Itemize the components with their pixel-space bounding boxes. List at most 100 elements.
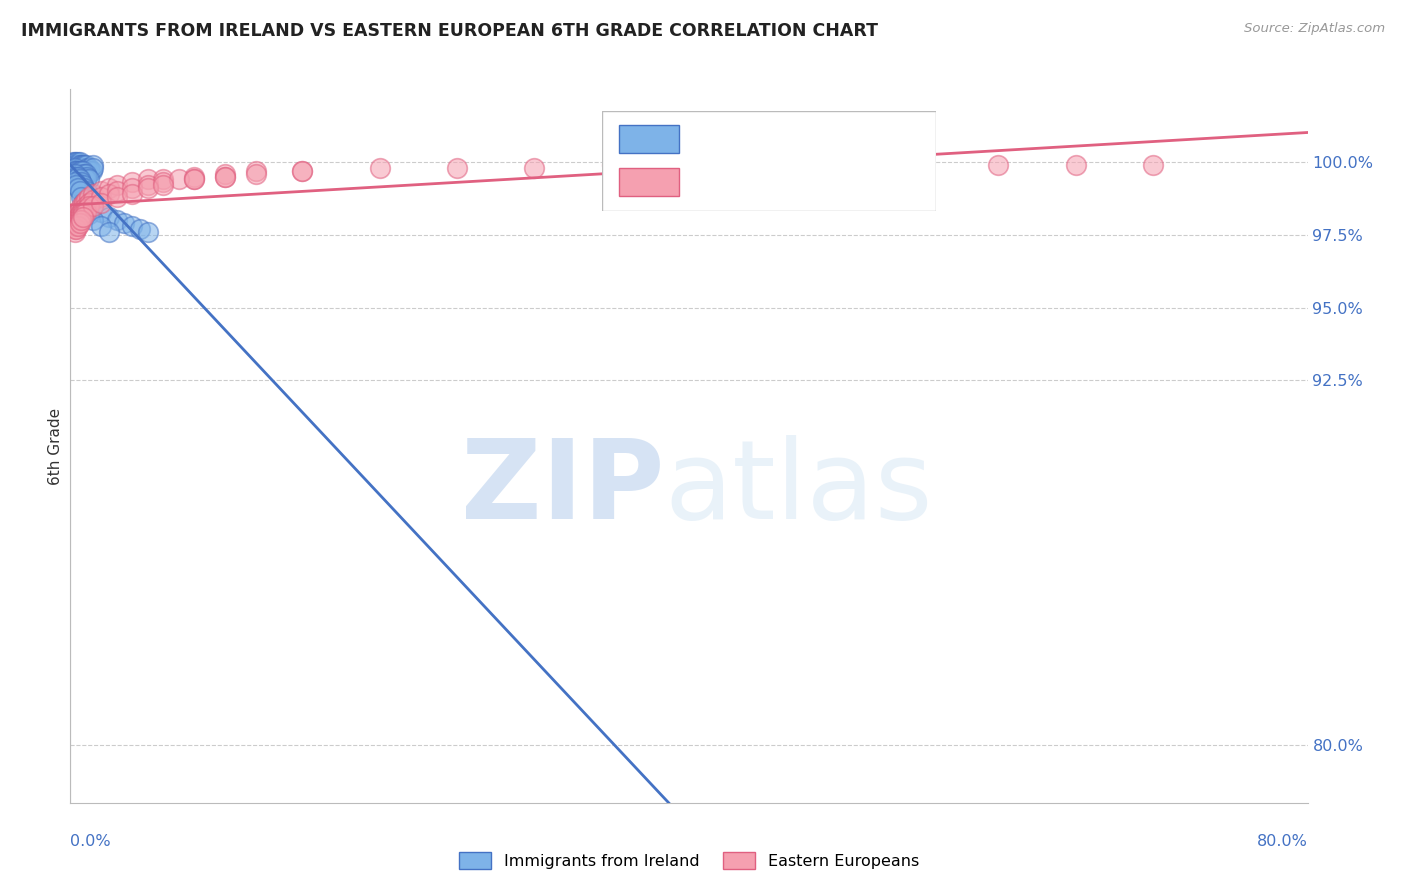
Point <box>67 211 90 225</box>
Point <box>75 202 97 216</box>
Point <box>70 190 93 204</box>
Point <box>69 172 91 186</box>
Point <box>72 169 94 184</box>
Point <box>129 222 152 236</box>
Point <box>75 163 97 178</box>
Point <box>69 178 91 193</box>
Point <box>67 155 90 169</box>
Point <box>90 219 112 233</box>
Point <box>214 167 236 181</box>
Point <box>446 161 468 175</box>
Point <box>75 158 97 172</box>
Point <box>65 158 87 172</box>
Point <box>136 178 159 193</box>
Point <box>69 184 91 198</box>
Point <box>70 207 93 221</box>
Point <box>70 175 93 189</box>
Point <box>167 172 190 186</box>
Point <box>65 158 87 172</box>
Point <box>90 195 112 210</box>
Point <box>105 213 128 227</box>
Text: Source: ZipAtlas.com: Source: ZipAtlas.com <box>1244 22 1385 36</box>
Point <box>72 178 94 193</box>
Point <box>136 181 159 195</box>
Point <box>69 216 91 230</box>
Point <box>63 225 86 239</box>
Point <box>82 161 105 175</box>
Point <box>72 158 94 172</box>
Point <box>98 187 120 202</box>
Point <box>73 158 96 172</box>
Point <box>69 163 91 178</box>
Point <box>76 161 98 175</box>
Point <box>73 163 96 178</box>
Point <box>183 172 205 186</box>
Point <box>75 202 97 216</box>
Point <box>67 175 90 189</box>
Point <box>65 216 87 230</box>
Point <box>65 161 87 175</box>
Text: 80.0%: 80.0% <box>1257 834 1308 849</box>
Point <box>90 184 112 198</box>
Point <box>70 199 93 213</box>
Point <box>70 163 93 178</box>
Point <box>63 222 86 236</box>
Point <box>65 178 87 193</box>
Point <box>72 202 94 216</box>
Point <box>152 172 174 186</box>
Point <box>67 163 90 178</box>
Point <box>65 222 87 236</box>
Point <box>245 163 267 178</box>
Point <box>67 181 90 195</box>
Point <box>600 158 623 172</box>
Point <box>77 190 100 204</box>
Point <box>63 163 86 178</box>
Point <box>65 169 87 184</box>
Point <box>72 207 94 221</box>
Point <box>82 199 105 213</box>
Point <box>67 216 90 230</box>
Point <box>65 207 87 221</box>
Point <box>82 193 105 207</box>
Point <box>63 211 86 225</box>
Point <box>70 213 93 227</box>
Text: 0.0%: 0.0% <box>70 834 111 849</box>
Point <box>63 161 86 175</box>
Point <box>214 169 236 184</box>
Point <box>75 193 97 207</box>
Point <box>368 161 391 175</box>
Point <box>70 158 93 172</box>
Point <box>67 163 90 178</box>
Point <box>77 161 100 175</box>
Point <box>121 187 143 202</box>
Point <box>67 219 90 233</box>
Point <box>67 204 90 219</box>
Point <box>98 211 120 225</box>
Point <box>82 158 105 172</box>
Point <box>77 195 100 210</box>
Point <box>65 155 87 169</box>
Point <box>245 167 267 181</box>
Point <box>69 161 91 175</box>
Point <box>152 175 174 189</box>
Point <box>80 163 103 178</box>
Point <box>75 172 97 186</box>
Point <box>121 175 143 189</box>
Point <box>70 167 93 181</box>
Point <box>63 167 86 181</box>
Point <box>79 163 101 178</box>
Point <box>63 175 86 189</box>
Point <box>72 195 94 210</box>
Point <box>82 199 105 213</box>
Point <box>73 169 96 184</box>
Point <box>67 213 90 227</box>
Point <box>77 199 100 213</box>
Point <box>65 172 87 186</box>
Point <box>79 193 101 207</box>
Point <box>832 158 855 172</box>
Point <box>1064 158 1087 172</box>
Point <box>121 219 143 233</box>
Point <box>75 204 97 219</box>
Point <box>69 207 91 221</box>
Point <box>73 167 96 181</box>
